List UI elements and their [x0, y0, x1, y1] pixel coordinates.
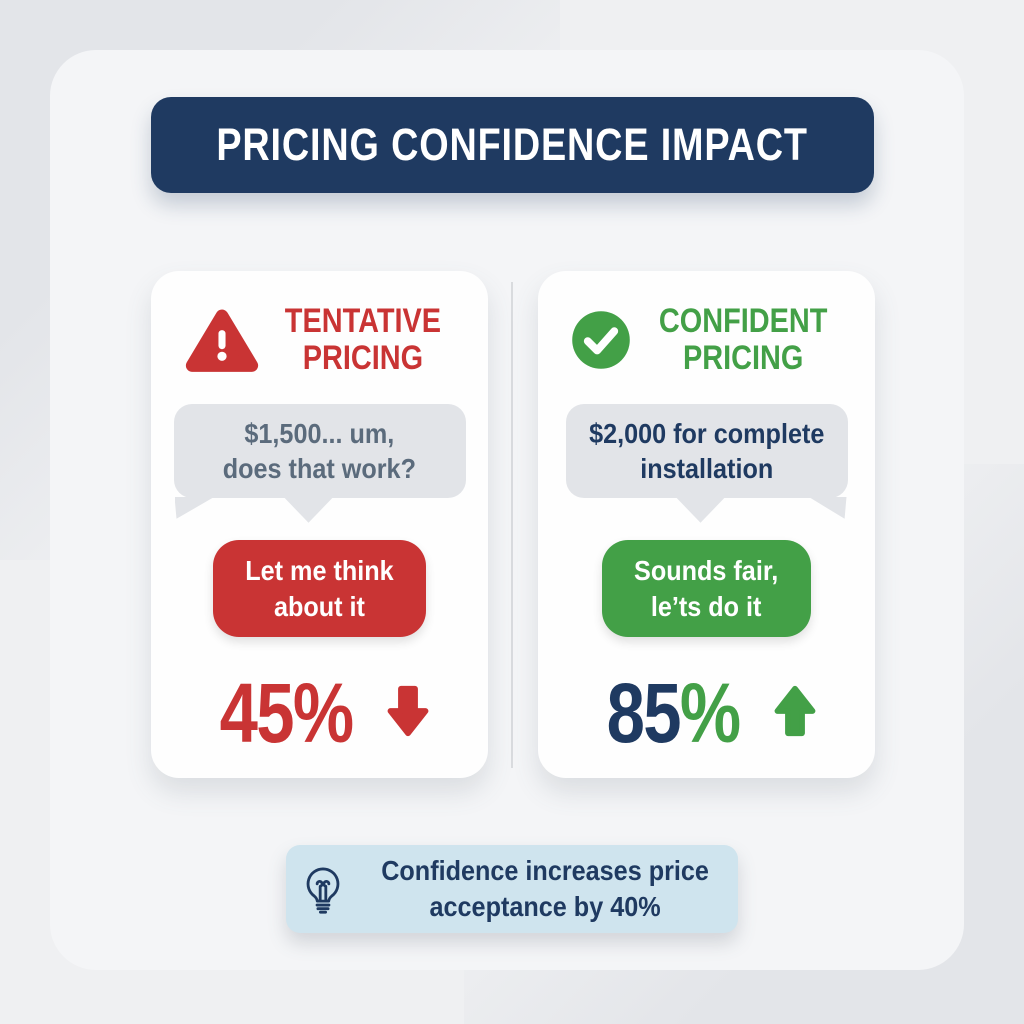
quote-line: installation [639, 452, 774, 484]
customer-quote-bubble: $1,500... um, does that work? [173, 403, 466, 523]
title-line: PRICING [302, 339, 423, 378]
tentative-card-title: TENTATIVE PRICING [271, 302, 455, 378]
tentative-card-header: TENTATIVE PRICING [185, 302, 455, 378]
confident-card-title: CONFIDENT PRICING [644, 302, 842, 378]
title-line: PRICING [683, 339, 804, 378]
acceptance-rate-tentative: 45% [205, 665, 433, 762]
insight-banner: Confidence increases price acceptance by… [286, 845, 738, 933]
rate-unit: % [293, 666, 354, 761]
bubble-tail [808, 496, 847, 519]
header-banner: PRICING CONFIDENCE IMPACT [151, 97, 874, 193]
bubble-tail [283, 496, 334, 523]
insight-text: Confidence increases price acceptance by… [363, 853, 727, 926]
customer-quote-bubble: $2,000 for complete installation [565, 403, 848, 523]
lightbulb-icon [297, 863, 349, 915]
warning-triangle-icon [185, 306, 259, 374]
rate-value: 45 [220, 666, 295, 761]
page-title: PRICING CONFIDENCE IMPACT [216, 119, 809, 170]
quote-line: $1,500... um, [244, 417, 395, 449]
title-line: TENTATIVE [284, 302, 441, 340]
bubble-tail [174, 496, 215, 519]
tentative-pricing-card: TENTATIVE PRICING $1,500... um, does tha… [151, 271, 488, 778]
bubble-tail [675, 496, 726, 523]
rate-value: 85 [607, 666, 682, 761]
cards-divider [511, 282, 513, 768]
trend-up-icon [769, 683, 821, 744]
confident-card-header: CONFIDENT PRICING [570, 302, 842, 378]
insight-line: acceptance by 40% [429, 891, 661, 922]
confident-pricing-card: CONFIDENT PRICING $2,000 for complete in… [538, 271, 875, 778]
insight-line: Confidence increases price [381, 854, 709, 886]
response-line: Sounds fair, [634, 554, 779, 586]
response-line: Let me think [245, 554, 394, 586]
customer-response-bubble: Sounds fair, le’ts do it [602, 539, 811, 638]
title-line: CONFIDENT [659, 302, 828, 340]
check-circle-icon [570, 309, 632, 371]
quote-line: $2,000 for complete [588, 417, 825, 449]
response-line: about it [273, 590, 365, 622]
rate-unit: % [680, 666, 741, 761]
trend-down-icon [382, 683, 434, 744]
response-line: le’ts do it [651, 590, 762, 622]
customer-response-bubble: Let me think about it [213, 539, 426, 638]
quote-line: does that work? [222, 452, 417, 484]
acceptance-rate-confident: 85% [592, 665, 820, 762]
